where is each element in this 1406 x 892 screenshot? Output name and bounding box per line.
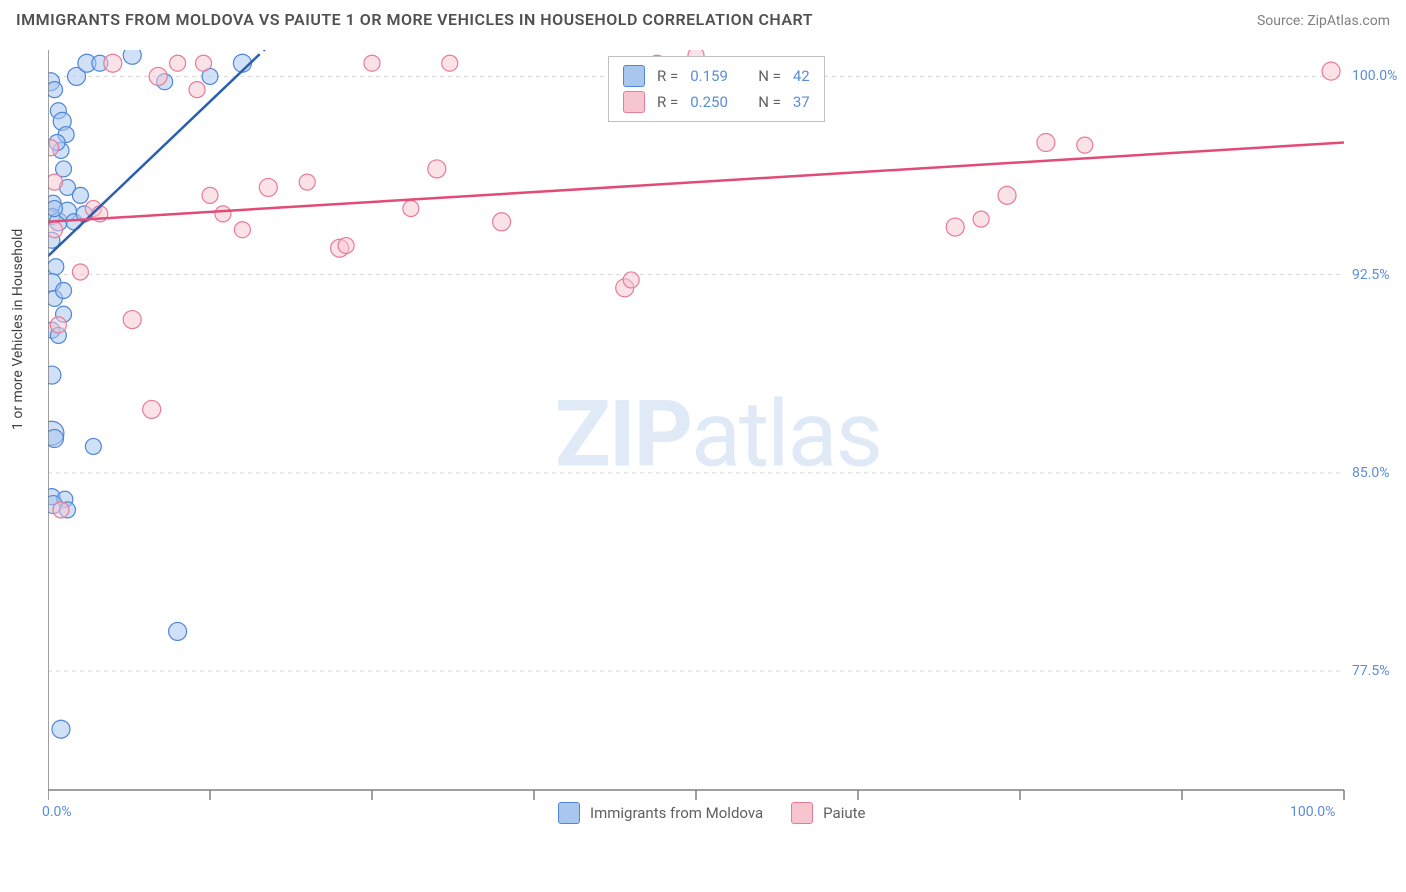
y-tick-label: 92.5% bbox=[1352, 267, 1390, 283]
legend-label: Immigrants from Moldova bbox=[590, 804, 763, 822]
y-axis-label: 1 or more Vehicles in Household bbox=[10, 229, 26, 430]
legend-swatch bbox=[623, 65, 645, 87]
legend-swatch bbox=[791, 802, 813, 824]
legend-item: Immigrants from Moldova bbox=[558, 802, 763, 824]
legend-swatch bbox=[623, 91, 645, 113]
chart-title: IMMIGRANTS FROM MOLDOVA VS PAIUTE 1 OR M… bbox=[16, 10, 813, 29]
y-tick-label: 100.0% bbox=[1352, 68, 1397, 84]
correlation-legend: R =0.159N =42R =0.250N =37 bbox=[608, 56, 825, 122]
chart-source: Source: ZipAtlas.com bbox=[1257, 13, 1390, 29]
legend-label: Paiute bbox=[823, 804, 865, 822]
legend-item: Paiute bbox=[791, 802, 865, 824]
legend-row: R =0.159N =42 bbox=[623, 63, 810, 89]
legend-row: R =0.250N =37 bbox=[623, 89, 810, 115]
legend-swatch bbox=[558, 802, 580, 824]
x-tick-label: 0.0% bbox=[42, 804, 72, 820]
y-tick-label: 77.5% bbox=[1352, 663, 1390, 679]
series-legend: Immigrants from Moldova Paiute bbox=[558, 802, 866, 824]
x-tick-label: 100.0% bbox=[1290, 804, 1335, 820]
chart-header: IMMIGRANTS FROM MOLDOVA VS PAIUTE 1 OR M… bbox=[16, 10, 1390, 29]
y-tick-label: 85.0% bbox=[1352, 465, 1390, 481]
scatter-svg bbox=[48, 50, 1388, 820]
plot-area: ZIPatlas R =0.159N =42R =0.250N =37 Immi… bbox=[48, 50, 1388, 820]
